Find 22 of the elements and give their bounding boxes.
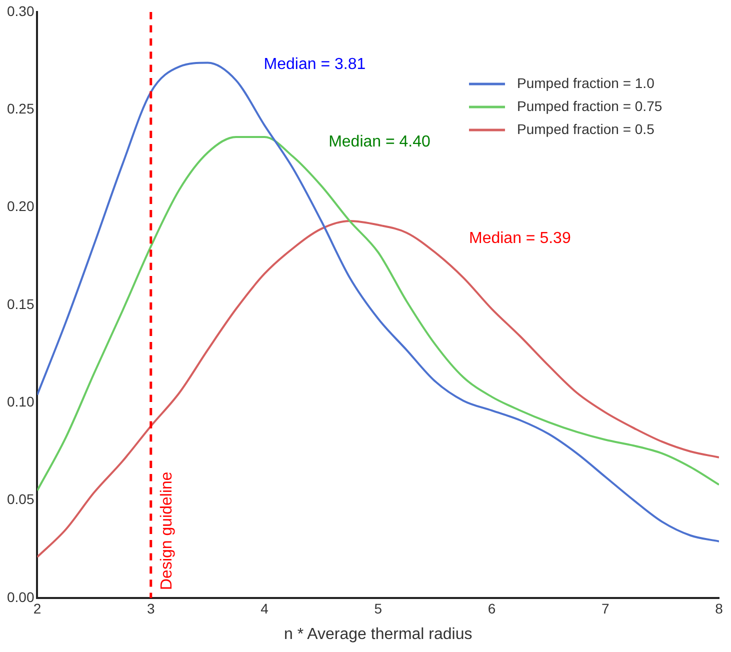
annotation: Median = 4.40 <box>328 134 431 150</box>
x-tick-label: 2 <box>33 600 42 616</box>
legend-label: Pumped fraction = 0.75 <box>517 98 662 114</box>
y-tick-label: 0.30 <box>7 2 34 19</box>
annotation: Median = 3.81 <box>264 56 366 74</box>
y-tick-label: 0.15 <box>7 296 34 312</box>
legend-label: Pumped fraction = 0.5 <box>517 120 655 137</box>
y-tick-label: 0.00 <box>7 588 34 605</box>
x-tick-label: 6 <box>488 600 496 616</box>
y-tick-label: 0.10 <box>7 394 34 410</box>
x-tick-label: 4 <box>260 600 269 616</box>
x-axis-title: n * Average thermal radius <box>284 626 472 643</box>
ref-line-label: Design guideline <box>158 472 176 590</box>
x-tick-label: 5 <box>374 600 382 616</box>
x-tick-label: 3 <box>146 600 155 616</box>
y-tick-label: 0.20 <box>7 198 34 214</box>
y-tick-label: 0.05 <box>7 491 34 508</box>
x-tick-label: 8 <box>715 600 724 616</box>
legend-label: Pumped fraction = 1.0 <box>517 74 655 91</box>
annotation: Median = 5.39 <box>469 230 571 248</box>
y-tick-label: 0.25 <box>7 100 34 117</box>
x-tick-label: 7 <box>601 600 610 616</box>
